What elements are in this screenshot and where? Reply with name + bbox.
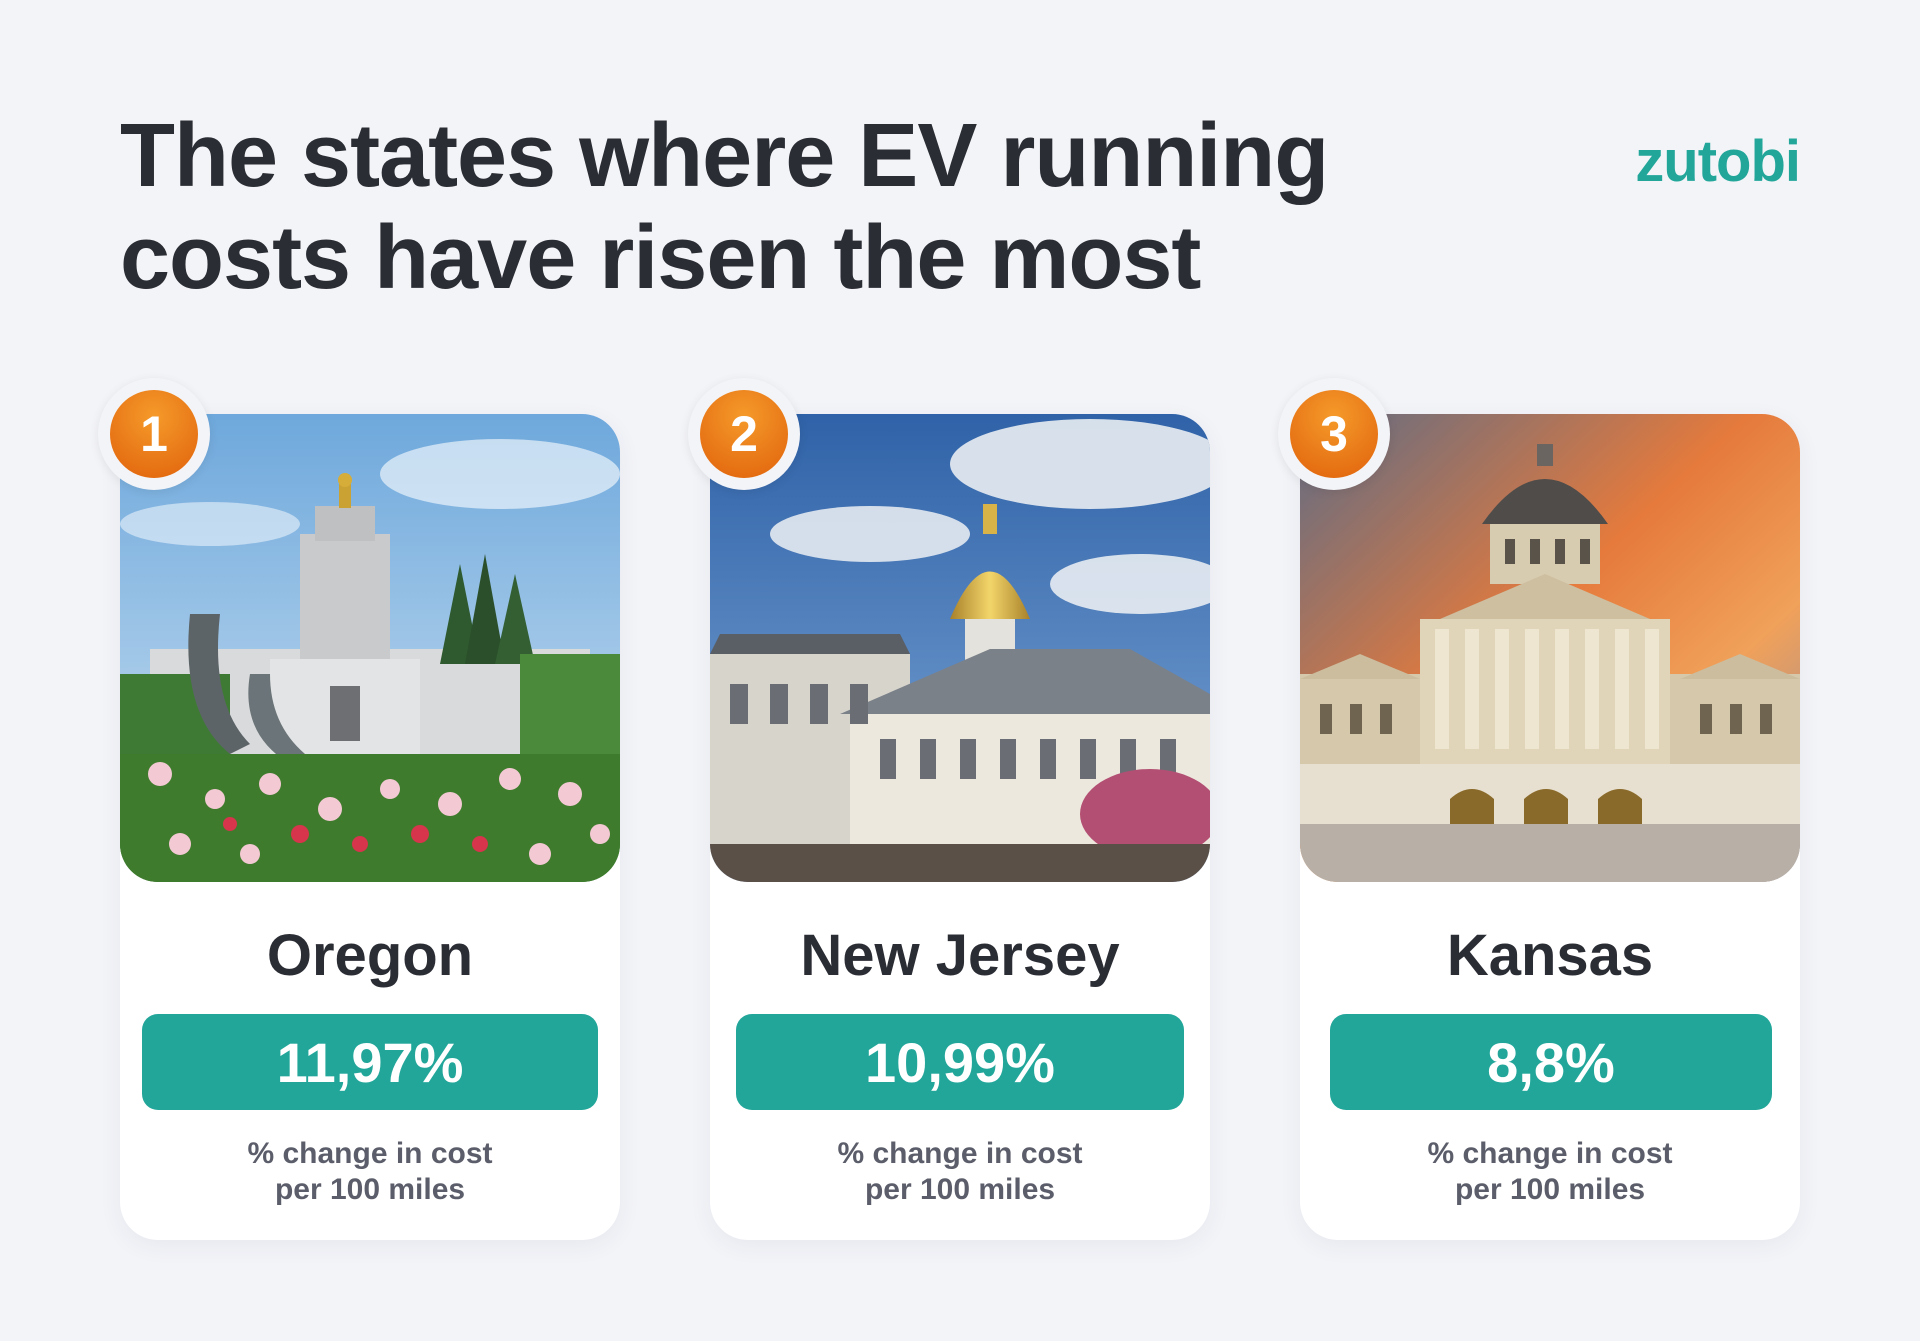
rank-badge: 3 <box>1278 378 1390 490</box>
caption-line-1: % change in cost <box>247 1137 493 1170</box>
rank-number: 2 <box>700 390 788 478</box>
kansas-capitol-photo <box>1300 414 1800 882</box>
state-card-new-jersey: 2 New Jersey 10,99% % change in cost per… <box>688 378 1210 1240</box>
metric-caption: % change in cost per 100 miles <box>120 1136 620 1208</box>
metric-caption: % change in cost per 100 miles <box>1300 1136 1800 1208</box>
percent-change-value: 8,8% <box>1330 1014 1772 1110</box>
state-card-kansas: 3 Kansas 8,8% % change in cost per 100 m… <box>1278 378 1800 1240</box>
caption-line-1: % change in cost <box>1427 1137 1673 1170</box>
state-card-oregon: 1 Oregon 11,97% % change in cost per 100… <box>98 378 620 1240</box>
percent-change-value: 10,99% <box>736 1014 1184 1110</box>
state-name: Oregon <box>266 923 474 988</box>
state-name: New Jersey <box>800 923 1120 988</box>
oregon-capitol-photo <box>120 414 620 882</box>
new-jersey-capitol-photo <box>710 414 1210 882</box>
metric-caption: % change in cost per 100 miles <box>710 1136 1210 1208</box>
caption-line-1: % change in cost <box>837 1137 1083 1170</box>
caption-line-2: per 100 miles <box>864 1173 1056 1206</box>
state-name: Kansas <box>1446 923 1654 988</box>
title-line-1: The states where EV running <box>120 106 1329 206</box>
rank-badge: 2 <box>688 378 800 490</box>
page-title: The states where EV running costs have r… <box>120 105 1329 309</box>
title-line-2: costs have risen the most <box>120 208 1201 308</box>
caption-line-2: per 100 miles <box>274 1173 466 1206</box>
rank-badge: 1 <box>98 378 210 490</box>
percent-change-value: 11,97% <box>142 1014 598 1110</box>
rank-number: 3 <box>1290 390 1378 478</box>
rank-number: 1 <box>110 390 198 478</box>
caption-line-2: per 100 miles <box>1454 1173 1646 1206</box>
brand-logo: zutobi <box>1635 129 1801 194</box>
